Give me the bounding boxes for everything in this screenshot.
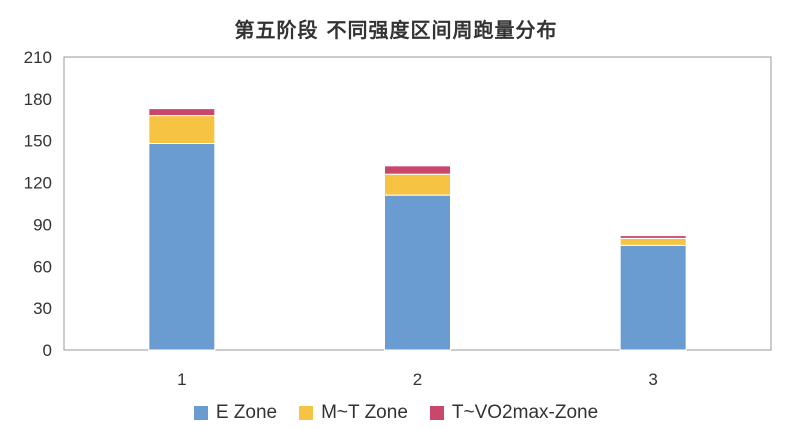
legend: E Zone M~T Zone T~VO2max-Zone	[0, 398, 792, 428]
y-tick-label: 0	[43, 341, 52, 360]
y-tick-label: 60	[33, 257, 52, 276]
bar-segment	[384, 194, 451, 351]
legend-swatch	[193, 406, 208, 420]
legend-label: M~T Zone	[321, 402, 408, 423]
y-tick-label: 180	[24, 90, 52, 109]
bar-segment	[384, 165, 451, 175]
legend-swatch	[429, 406, 444, 420]
y-tick-label: 30	[33, 299, 52, 318]
legend-item: T~VO2max-Zone	[429, 402, 599, 424]
x-tick-label: 3	[648, 370, 657, 389]
y-tick-label: 120	[24, 174, 52, 193]
legend-label: E Zone	[215, 402, 278, 423]
bar-segment	[619, 235, 687, 239]
bar-segment	[148, 108, 216, 117]
y-tick-label: 210	[24, 48, 52, 67]
x-tick-label: 1	[177, 370, 186, 389]
legend-item: M~T Zone	[299, 402, 408, 424]
y-tick-label: 150	[24, 132, 52, 151]
y-tick-label: 90	[33, 215, 52, 234]
bar-segment	[619, 237, 687, 246]
legend-item: E Zone	[193, 402, 278, 424]
bar-segment	[148, 115, 216, 145]
x-axis-ticks: 1 2 3	[177, 370, 658, 389]
legend-label: T~VO2max-Zone	[451, 402, 599, 423]
chart-title: 第五阶段 不同强度区间周跑量分布	[234, 18, 558, 42]
y-axis-ticks: 0 30 60 90 120 150 180 210	[24, 48, 52, 360]
legend-swatch	[299, 406, 314, 420]
bars	[148, 108, 687, 351]
x-tick-label: 2	[413, 370, 422, 389]
chart-plot: 0 30 60 90 120 150 180 210 1 2 3	[24, 48, 772, 389]
bar-segment	[619, 244, 687, 351]
bar-segment	[384, 173, 451, 196]
bar-segment	[148, 143, 216, 351]
